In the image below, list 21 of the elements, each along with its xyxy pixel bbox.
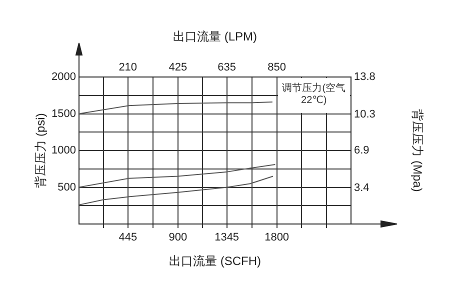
y2-tick-label: 6.9	[354, 144, 370, 157]
y-tick-label: 1000	[52, 144, 76, 157]
x2-tick-label: 850	[268, 61, 286, 74]
x-tick-label: 900	[168, 232, 188, 244]
x-tick-label: 445	[118, 232, 138, 244]
annotation: 调节压力(空气22℃)	[278, 78, 350, 113]
y2-axis-title: 背压压力 (Mpa)	[410, 109, 424, 192]
y2-tick-label: 13.8	[354, 71, 376, 84]
x2-axis-title: 出口流量 (LPM)	[173, 30, 258, 44]
y-axis-title: 背压压力 (psi)	[34, 113, 48, 188]
y2-tick-label: 10.3	[354, 108, 376, 120]
x-tick-label: 1800	[264, 232, 290, 244]
x2-tick-label: 425	[168, 61, 188, 74]
x-tick-label: 1345	[214, 232, 240, 244]
x2-tick-label: 635	[218, 61, 236, 74]
x-axis-title: 出口流量 (SCFH)	[169, 254, 261, 268]
y-tick-label: 500	[58, 181, 76, 194]
y-tick-label: 2000	[52, 71, 76, 84]
y-tick-label: 1500	[52, 108, 76, 120]
x2-tick-label: 210	[118, 61, 138, 74]
y2-tick-label: 3.4	[354, 182, 370, 194]
